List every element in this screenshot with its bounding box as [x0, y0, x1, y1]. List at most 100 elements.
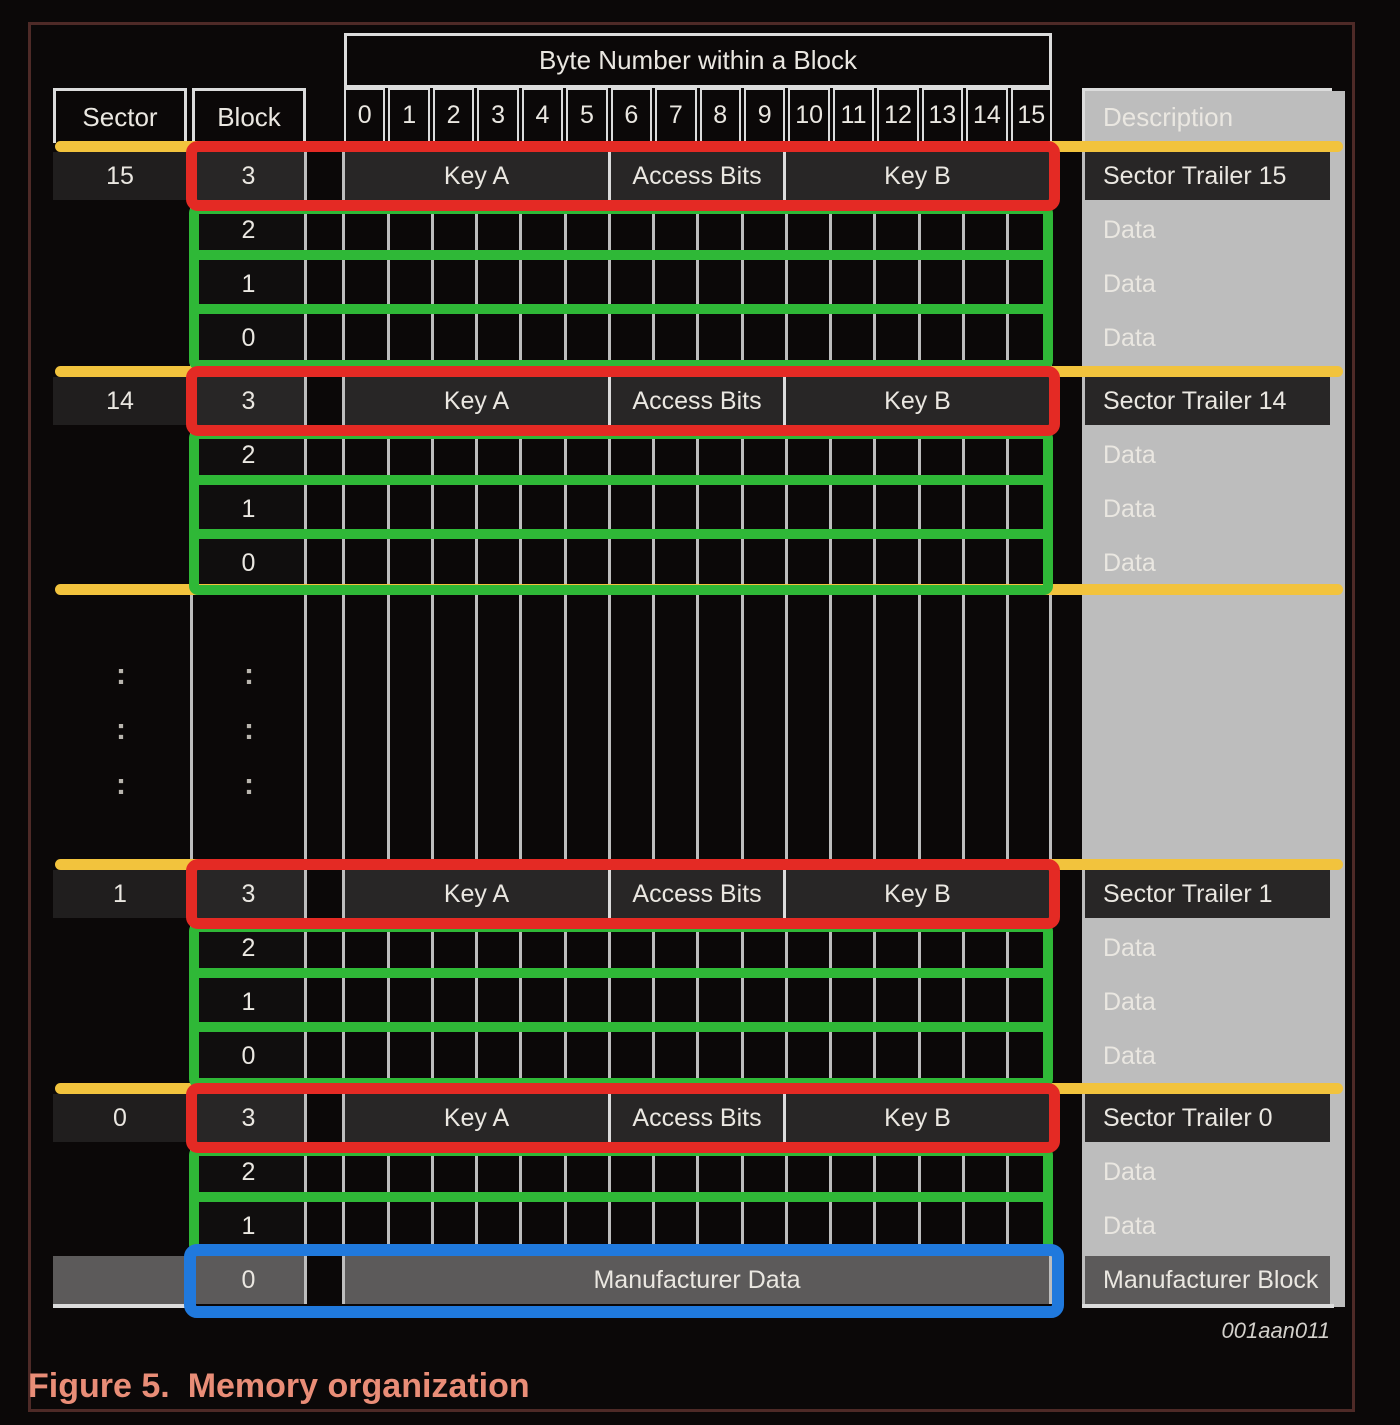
manufacturer-data-cell: Manufacturer Data	[345, 1256, 1049, 1304]
key-b-cell: Key B	[786, 152, 1049, 200]
data-row-separator	[189, 475, 1053, 485]
sector-group-1: 1 3 Key A Access Bits Key B Sector Trail…	[0, 859, 1400, 1100]
sector-trailer-outline	[186, 141, 1060, 211]
grid-vline	[342, 143, 345, 1304]
table-bottom-line	[53, 1304, 187, 1308]
data-row-separator	[189, 1192, 1053, 1202]
figure-caption: Figure 5. Memory organization	[28, 1367, 530, 1406]
access-bits-cell: Access Bits	[608, 152, 786, 200]
grid-vline	[652, 143, 655, 1304]
access-bits-cell: Access Bits	[608, 377, 786, 425]
grid-vline	[519, 143, 522, 1304]
byte-number-cell: 0	[344, 88, 386, 143]
byte-number-cell: 7	[655, 88, 697, 143]
grid-vline	[829, 143, 832, 1304]
byte-number-cell: 12	[877, 88, 919, 143]
description-cell: Data	[1103, 323, 1156, 352]
description-cell: Data	[1103, 1041, 1156, 1070]
byte-number-cell: 15	[1010, 88, 1052, 143]
ellipsis-mark: :	[116, 713, 126, 746]
description-cell: Data	[1103, 215, 1156, 244]
block-number-cell: 3	[193, 377, 304, 425]
block-number-cell: 0	[193, 1256, 304, 1304]
key-a-cell: Key A	[345, 152, 608, 200]
sector-number-cell: 15	[53, 152, 187, 200]
sector-group-15: 15 3 Key A Access Bits Key B Sector Trai…	[0, 141, 1400, 382]
block-number-cell: 1	[193, 485, 304, 533]
grid-vline	[475, 143, 478, 1304]
byte-number-cell: 14	[966, 88, 1008, 143]
description-cell: Data	[1103, 548, 1156, 577]
block-number-cell: 0	[193, 539, 304, 587]
sector-trailer-outline	[186, 859, 1060, 929]
block-number-cell: 2	[193, 206, 304, 254]
ellipsis-mark: :	[116, 658, 126, 691]
data-blocks-outline	[189, 922, 1053, 1088]
block-number-cell: 2	[193, 1148, 304, 1196]
sector-trailer-outline	[186, 366, 1060, 436]
plate-code: 001aan011	[1221, 1318, 1331, 1343]
block-number-cell: 3	[193, 1094, 304, 1142]
description-cell: Data	[1103, 1157, 1156, 1186]
byte-number-cell: 3	[477, 88, 519, 143]
description-cell: Data	[1103, 1211, 1156, 1240]
ellipsis-mark: :	[116, 768, 126, 801]
sector-number-cell: 0	[53, 1094, 187, 1142]
block-number-cell: 0	[193, 1032, 304, 1080]
data-row-separator	[189, 304, 1053, 314]
byte-number-cell: 6	[610, 88, 653, 143]
key-a-cell: Key A	[345, 377, 608, 425]
data-row-separator	[189, 250, 1053, 260]
data-row-separator	[189, 1022, 1053, 1032]
key-a-cell: Key A	[345, 870, 608, 918]
byte-number-row: 0 1 2 3 4 5 6 7 8 9 10 11 12 13 14 15	[344, 88, 1052, 143]
ellipsis-mark: :	[244, 713, 254, 746]
description-cell: Sector Trailer 15	[1085, 152, 1330, 200]
description-cell: Data	[1103, 440, 1156, 469]
block-number-cell: 1	[193, 978, 304, 1026]
sector-empty-cell	[53, 1256, 187, 1304]
description-cell: Sector Trailer 14	[1085, 377, 1330, 425]
block-number-cell: 0	[193, 314, 304, 362]
byte-number-cell: 8	[699, 88, 741, 143]
byte-number-cell: 2	[432, 88, 475, 143]
sector-trailer-outline	[186, 1083, 1060, 1153]
ellipsis-mark: :	[244, 768, 254, 801]
grid-vline	[190, 143, 193, 1304]
grid-vline	[741, 143, 744, 1304]
block-number-cell: 3	[193, 152, 304, 200]
description-cell: Data	[1103, 269, 1156, 298]
manufacturer-block-outline	[184, 1244, 1064, 1318]
byte-number-header: Byte Number within a Block	[344, 33, 1052, 88]
column-header-sector: Sector	[53, 88, 187, 143]
block-number-cell: 2	[193, 431, 304, 479]
byte-number-cell: 10	[788, 88, 830, 143]
grid-vline	[918, 143, 921, 1304]
access-bits-cell: Access Bits	[608, 870, 786, 918]
description-cell: Sector Trailer 1	[1085, 870, 1330, 918]
grid-vline	[1006, 143, 1009, 1304]
sector-number-cell: 1	[53, 870, 187, 918]
column-header-block: Block	[192, 88, 306, 143]
table-bottom-line	[1082, 1304, 1334, 1308]
grid-vline	[962, 143, 965, 1304]
block-number-cell: 1	[193, 1202, 304, 1250]
description-cell: Data	[1103, 494, 1156, 523]
byte-number-cell: 1	[388, 88, 430, 143]
description-cell: Data	[1103, 987, 1156, 1016]
description-cell: Sector Trailer 0	[1085, 1094, 1330, 1142]
key-b-cell: Key B	[786, 870, 1049, 918]
sector-group-14: 14 3 Key A Access Bits Key B Sector Trai…	[0, 366, 1400, 607]
byte-number-cell: 9	[743, 88, 786, 143]
grid-vline	[696, 143, 699, 1304]
grid-vline	[785, 143, 788, 1304]
column-header-description: Description	[1082, 88, 1332, 143]
grid-vline	[387, 143, 390, 1304]
byte-number-cell: 13	[921, 88, 964, 143]
description-cell: Data	[1103, 933, 1156, 962]
figure-caption-label: Figure 5.	[28, 1367, 170, 1405]
block-number-cell: 2	[193, 924, 304, 972]
grid-vline	[304, 143, 307, 1304]
sector-group-0: 0 3 Key A Access Bits Key B Sector Trail…	[0, 1083, 1400, 1324]
